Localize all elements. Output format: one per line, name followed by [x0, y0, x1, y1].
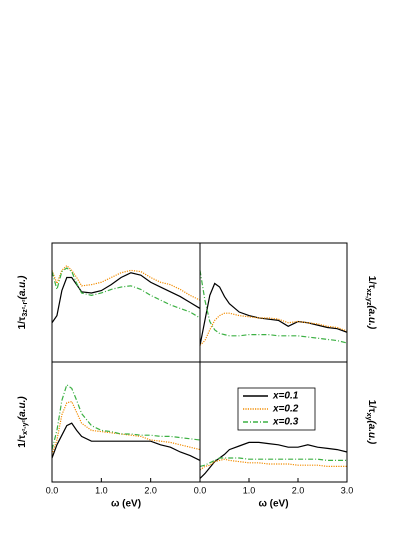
- data-line: [199, 312, 348, 346]
- x-tick-label: 2.0: [144, 485, 157, 495]
- data-line: [51, 264, 201, 301]
- data-line: [199, 458, 347, 471]
- legend-label: x=0.3: [272, 417, 299, 428]
- x-tick-label: 1.0: [243, 485, 256, 495]
- x-tick-label: 0.0: [194, 485, 207, 495]
- data-line: [51, 272, 201, 324]
- y-label-main: 1/τ: [17, 316, 28, 329]
- data-line: [51, 400, 201, 455]
- y-label-sub: 3z²-r²: [22, 299, 29, 317]
- y-axis-label: 1/τxz,yz(a.u.): [365, 276, 377, 330]
- y-axis-label: 1/τx²-y²(a.u.): [17, 396, 29, 448]
- panel-frame: [51, 361, 201, 483]
- data-line: [199, 457, 347, 467]
- y-label-unit: (a.u.): [366, 420, 377, 445]
- data-line: [51, 383, 201, 450]
- y-label-sub: xz,yz: [365, 289, 372, 306]
- x-axis-label: ω (eV): [258, 499, 288, 510]
- panel-frame: [199, 242, 348, 363]
- y-label-sub: xy: [365, 413, 372, 421]
- data-line: [51, 267, 201, 319]
- y-axis-label: 1/τxy(a.u.): [365, 400, 377, 445]
- y-label-main: 1/τ: [366, 400, 377, 413]
- data-line: [199, 282, 348, 346]
- y-label-unit: (a.u.): [17, 275, 28, 300]
- x-axis-label: ω (eV): [111, 499, 141, 510]
- x-tick-label: 2.0: [292, 485, 305, 495]
- y-label-main: 1/τ: [366, 276, 377, 289]
- x-tick-label: 1.0: [95, 485, 108, 495]
- data-line: [51, 422, 201, 461]
- y-axis-label: 1/τ3z²-r²(a.u.): [17, 275, 29, 329]
- data-line: [199, 270, 348, 344]
- y-label-main: 1/τ: [17, 434, 28, 447]
- x-tick-label: 3.0: [341, 485, 354, 495]
- panel-frame: [51, 242, 201, 363]
- y-label-sub: x²-y²: [22, 419, 29, 434]
- panel-frame: [199, 361, 348, 483]
- legend-label: x=0.1: [272, 391, 299, 402]
- legend-label: x=0.2: [272, 404, 299, 415]
- x-tick-label: 0.0: [46, 485, 59, 495]
- y-label-unit: (a.u.): [366, 305, 377, 330]
- y-label-unit: (a.u.): [17, 396, 28, 421]
